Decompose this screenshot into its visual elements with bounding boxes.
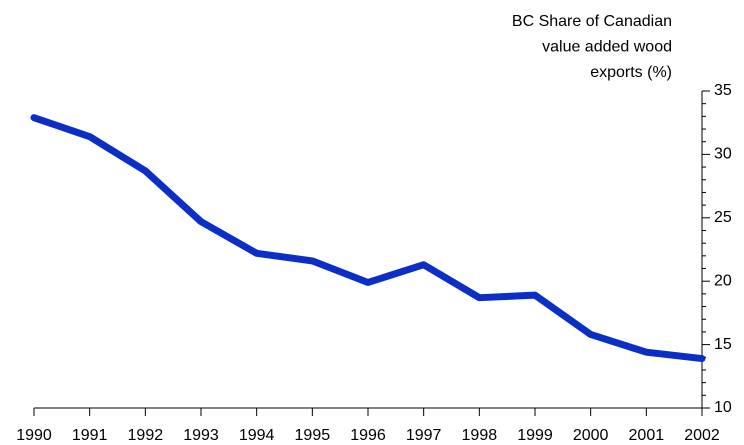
y-tick-label: 30 — [714, 146, 732, 163]
y-tick-label: 15 — [714, 336, 732, 353]
x-tick-label: 2002 — [684, 427, 720, 444]
y-tick-label: 35 — [714, 82, 732, 99]
x-tick-label: 1996 — [350, 427, 386, 444]
y-axis-label: value added wood — [542, 39, 672, 56]
x-tick-label: 1990 — [16, 427, 52, 444]
y-tick-label: 25 — [714, 209, 732, 226]
x-tick-label: 1993 — [183, 427, 219, 444]
x-tick-label: 1994 — [239, 427, 275, 444]
x-tick-label: 1998 — [462, 427, 498, 444]
y-tick-label: 10 — [714, 399, 732, 416]
y-axis-label: exports (%) — [590, 64, 672, 81]
y-tick-label: 20 — [714, 272, 732, 289]
data-line — [30, 114, 706, 363]
y-axis-label: BC Share of Canadian — [512, 13, 672, 30]
x-tick-label: 1992 — [128, 427, 164, 444]
x-tick-label: 1991 — [72, 427, 108, 444]
x-tick-label: 1999 — [517, 427, 553, 444]
x-tick-label: 2001 — [629, 427, 665, 444]
x-tick-label: 1995 — [295, 427, 331, 444]
x-tick-label: 2000 — [573, 427, 609, 444]
x-tick-label: 1997 — [406, 427, 442, 444]
